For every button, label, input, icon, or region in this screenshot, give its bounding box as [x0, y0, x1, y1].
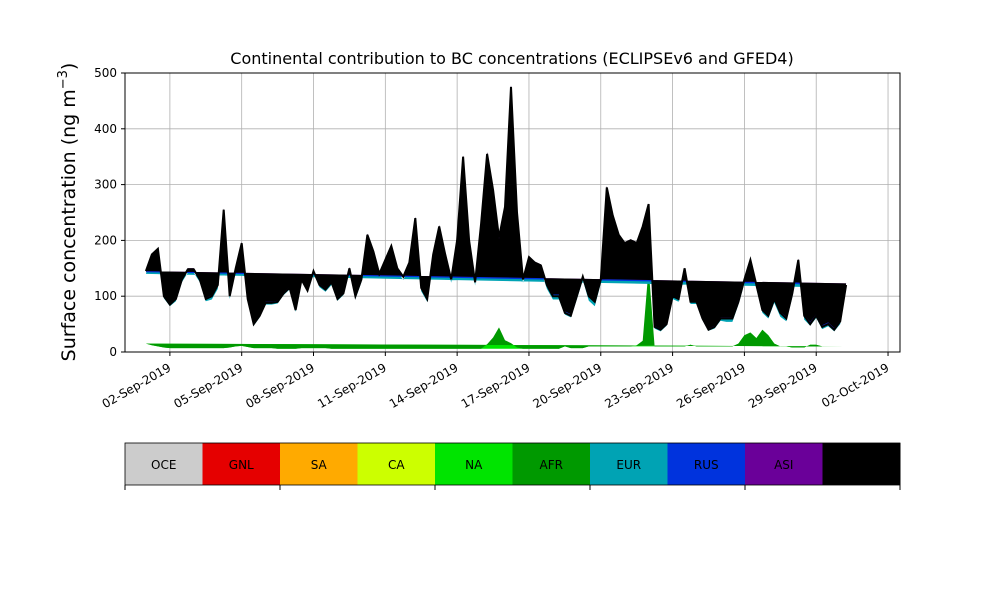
x-tick-label: 29-Sep-2019: [746, 360, 820, 411]
legend-swatch-eur: [590, 443, 668, 485]
x-tick-label: 05-Sep-2019: [171, 360, 245, 411]
x-tick-label: 23-Sep-2019: [602, 360, 676, 411]
x-tick-label: 11-Sep-2019: [315, 360, 389, 411]
y-tick-label: 400: [94, 122, 117, 136]
legend-label-eur: EUR: [616, 458, 641, 472]
legend-swatch-oce: [125, 443, 203, 485]
legend-swatch-na: [435, 443, 513, 485]
x-axis: 02-Sep-201905-Sep-201908-Sep-201911-Sep-…: [100, 352, 892, 411]
legend-label-asi: ASI: [774, 458, 793, 472]
legend-colorbar: OCE GNL SA CA NA AFR EUR RUS ASI AUS: [124, 442, 901, 490]
x-tick-label: 26-Sep-2019: [674, 360, 748, 411]
legend-swatch-asi: [745, 443, 823, 485]
plot-frame: [124, 72, 901, 353]
legend-label-gnl: GNL: [229, 458, 254, 472]
legend-frame: [124, 442, 901, 486]
x-tick-label: 20-Sep-2019: [531, 360, 605, 411]
y-tick-label: 0: [109, 345, 117, 359]
legend-label-oce: OCE: [151, 458, 176, 472]
x-tick-label: 17-Sep-2019: [459, 360, 533, 411]
legend-swatch-rus: [667, 443, 746, 485]
y-tick-label: 100: [94, 289, 117, 303]
legend-swatch-gnl: [202, 443, 281, 485]
legend-swatch-sa: [280, 443, 358, 485]
legend-swatch-aus: [822, 443, 901, 485]
x-tick-label: 14-Sep-2019: [387, 360, 461, 411]
y-tick-label: 200: [94, 233, 117, 247]
legend-label-sa: SA: [311, 458, 328, 472]
x-tick-label: 02-Oct-2019: [819, 360, 891, 410]
y-tick-label: 500: [94, 66, 117, 80]
legend-label-rus: RUS: [694, 458, 719, 472]
legend-label-aus: AUS: [849, 458, 874, 472]
total-concentration-line: [144, 86, 848, 332]
legend-swatch-ca: [357, 443, 436, 485]
y-tick-label: 300: [94, 178, 117, 192]
legend-label-ca: CA: [388, 458, 405, 472]
stacked-areas: [145, 85, 847, 349]
legend-swatch-afr: [512, 443, 591, 485]
area-series-afr: [145, 268, 847, 349]
chart-title: Continental contribution to BC concentra…: [230, 49, 793, 68]
y-axis: 0 100 200 300 400 500: [94, 66, 125, 359]
x-tick-label: 08-Sep-2019: [243, 360, 317, 411]
legend-label-afr: AFR: [540, 458, 563, 472]
y-axis-label: Surface concentration (ng m−3): [56, 63, 80, 362]
legend-label-na: NA: [465, 458, 483, 472]
x-tick-label: 02-Sep-2019: [100, 360, 174, 411]
